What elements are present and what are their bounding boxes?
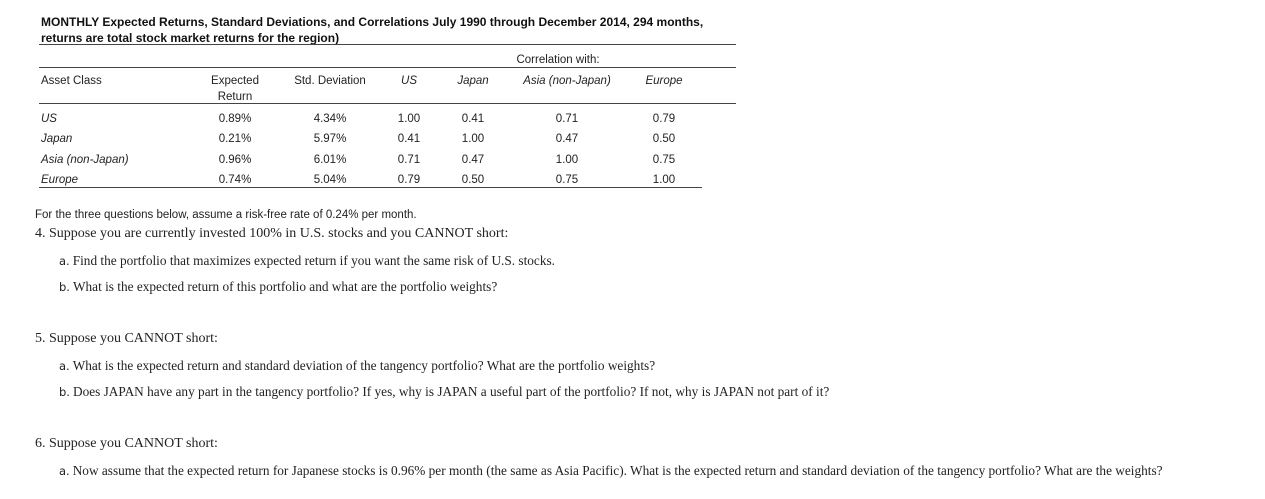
header-top-rule bbox=[39, 67, 736, 68]
table-bottom-rule bbox=[39, 187, 702, 188]
title-line-1: MONTHLY Expected Returns, Standard Devia… bbox=[41, 15, 704, 29]
question-6-part-a: a. Now assume that the expected return fo… bbox=[59, 463, 1163, 478]
col-corr-asia: Asia (non-Japan) bbox=[523, 75, 611, 87]
question-4: 4. Suppose you are currently invested 10… bbox=[35, 226, 509, 241]
col-expected-return: Expected Return bbox=[211, 75, 259, 103]
title-line-2: returns are total stock market returns f… bbox=[41, 31, 340, 45]
question-6: 6. Suppose you CANNOT short: bbox=[35, 436, 218, 451]
header-bottom-rule bbox=[39, 103, 736, 104]
question-5: 5. Suppose you CANNOT short: bbox=[35, 331, 218, 346]
correlation-header: Correlation with: bbox=[516, 54, 600, 66]
question-4-part-a: a. Find the portfolio that maximizes expe… bbox=[59, 253, 555, 268]
table-title: MONTHLY Expected Returns, Standard Devia… bbox=[41, 14, 703, 46]
col-corr-us: US bbox=[401, 75, 417, 87]
instructions-text: For the three questions below, assume a … bbox=[35, 209, 417, 221]
title-underline bbox=[39, 44, 736, 45]
col-asset-class: Asset Class bbox=[41, 75, 102, 87]
col-corr-japan: Japan bbox=[457, 75, 489, 87]
question-4-part-b: b. What is the expected return of this po… bbox=[59, 279, 498, 294]
col-corr-europe: Europe bbox=[645, 75, 683, 87]
question-5-part-b: b. Does JAPAN have any part in the tangen… bbox=[59, 384, 830, 399]
col-std-deviation: Std. Deviation bbox=[294, 75, 366, 87]
question-5-part-a: a. What is the expected return and standa… bbox=[59, 358, 656, 373]
